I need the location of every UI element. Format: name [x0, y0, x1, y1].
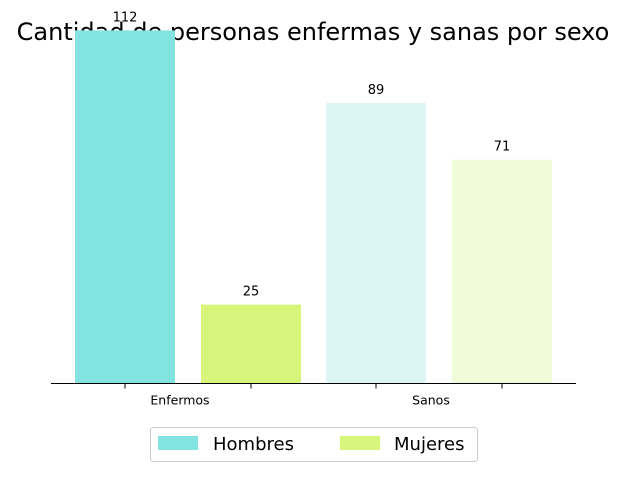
bar-sanos-mujeres: [452, 159, 552, 384]
legend-label-hombres: Hombres: [213, 434, 294, 455]
bars-group: 112 25 89 71: [75, 10, 552, 384]
x-tick-label-enfermos: Enfermos: [150, 393, 209, 408]
bar-enfermos-mujeres: [201, 304, 301, 384]
x-ticks-group: Enfermos Sanos: [124, 383, 503, 408]
legend-swatch-hombres: [158, 436, 198, 450]
legend-label-mujeres: Mujeres: [394, 434, 464, 455]
legend-swatch-mujeres: [340, 436, 380, 450]
data-label-enfermos-hombres: 112: [113, 10, 138, 25]
bar-sanos-hombres: [326, 102, 426, 384]
legend-frame: [150, 427, 478, 462]
data-label-sanos-mujeres: 71: [494, 140, 511, 155]
x-tick-label-sanos: Sanos: [412, 393, 450, 408]
data-label-enfermos-mujeres: 25: [243, 285, 260, 300]
legend: Hombres Mujeres: [150, 427, 478, 462]
data-label-sanos-hombres: 89: [368, 83, 385, 98]
bar-enfermos-hombres: [75, 30, 175, 384]
